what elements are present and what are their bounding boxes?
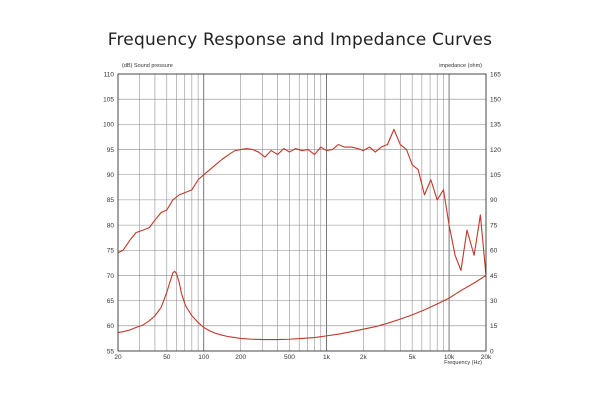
x-tick-label: 20 (114, 354, 122, 361)
y-tick-label-left: 65 (107, 298, 115, 305)
y-tick-label-right: 150 (490, 96, 501, 103)
sound-pressure-curve (117, 128, 487, 276)
x-axis-label: Frequency (Hz) (444, 360, 482, 366)
page-title: Frequency Response and Impedance Curves (107, 30, 493, 50)
y-tick-label-left: 110 (104, 71, 115, 78)
x-tick-label: 500 (284, 354, 295, 361)
y-tick-label-left: 75 (107, 248, 115, 255)
series-layer (117, 128, 487, 341)
x-tick-label: 20k (481, 354, 492, 361)
right-axis-label: impedance (ohm) (439, 63, 482, 69)
y-tick-label-left: 85 (107, 197, 115, 204)
y-tick-label-right: 60 (490, 248, 498, 255)
y-tick-label-left: 70 (107, 273, 115, 280)
x-tick-label: 50 (163, 354, 171, 361)
impedance-curve (117, 270, 487, 341)
y-tick-label-left: 90 (107, 172, 115, 179)
x-tick-label: 100 (198, 354, 209, 361)
x-tick-label: 1k (323, 354, 331, 361)
y-tick-label-right: 0 (490, 348, 494, 355)
y-tick-label-right: 165 (490, 71, 501, 78)
grid (118, 74, 486, 351)
y-tick-label-right: 90 (490, 197, 498, 204)
y-tick-label-left: 55 (107, 348, 115, 355)
y-tick-label-left: 100 (103, 122, 114, 129)
x-tick-label: 200 (235, 354, 246, 361)
y-tick-label-right: 105 (490, 172, 501, 179)
y-tick-label-right: 75 (490, 222, 498, 229)
plot-frame (117, 73, 487, 352)
y-tick-label-right: 15 (490, 323, 498, 330)
plot-background (118, 74, 486, 351)
y-tick-label-right: 45 (490, 273, 498, 280)
left-axis-label: (dB) Sound pressure (122, 63, 173, 69)
y-tick-label-right: 30 (490, 298, 498, 305)
y-tick-label-left: 80 (107, 222, 115, 229)
x-tick-label: 10k (444, 354, 455, 361)
y-tick-label-left: 95 (107, 147, 115, 154)
y-tick-label-right: 120 (490, 147, 501, 154)
x-tick-label: 5k (409, 354, 417, 361)
y-tick-label-left: 60 (107, 323, 115, 330)
y-tick-label-right: 135 (490, 122, 501, 129)
y-tick-label-left: 105 (103, 96, 114, 103)
x-tick-label: 2k (360, 354, 368, 361)
tick-labels: 55 60 65 70 75 80 85 90 95 100 105 110 0 15 30 45 60 75 90… (103, 71, 501, 361)
